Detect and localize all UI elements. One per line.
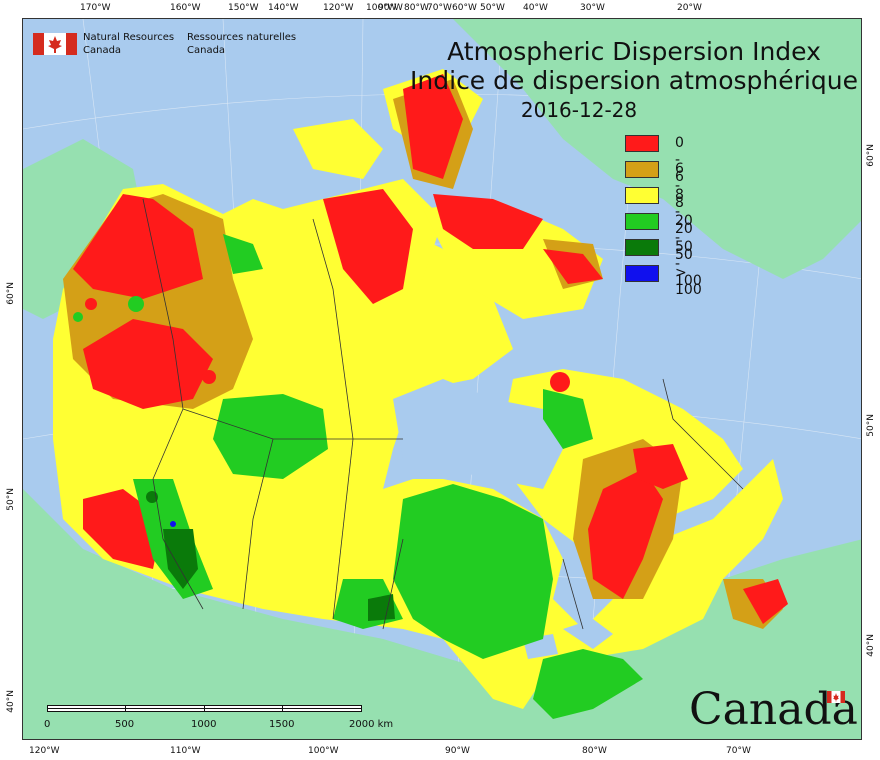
scale-label: 2000 km bbox=[349, 719, 394, 730]
legend-swatch bbox=[625, 265, 659, 282]
title-date: 2016-12-28 bbox=[520, 98, 638, 122]
top-tick: 60°W bbox=[452, 3, 477, 13]
alaska-landmass bbox=[23, 139, 143, 319]
top-tick: 140°W bbox=[268, 3, 299, 13]
wordmark-flag-icon bbox=[827, 691, 845, 703]
zone-50-100 bbox=[146, 491, 158, 503]
zone-0-6 bbox=[403, 74, 463, 179]
provincial-borders bbox=[142, 198, 744, 630]
zone-20-50 bbox=[393, 484, 553, 659]
scale-label: 1000 bbox=[191, 719, 217, 730]
bottom-tick: 100°W bbox=[308, 746, 339, 756]
top-tick: 90°W bbox=[378, 3, 403, 13]
top-tick: 160°W bbox=[170, 3, 201, 13]
legend-swatch bbox=[625, 187, 659, 204]
zone-0-6 bbox=[543, 249, 603, 284]
dispersion-map bbox=[23, 19, 861, 739]
zone-50-100 bbox=[368, 594, 395, 621]
bottom-tick: 70°W bbox=[726, 746, 751, 756]
legend-swatch bbox=[625, 239, 659, 256]
right-tick: 60°N bbox=[866, 144, 876, 167]
zone-0-6 bbox=[83, 319, 213, 409]
zone-20-50 bbox=[213, 394, 328, 479]
zone-0-6 bbox=[202, 370, 216, 384]
zone-20-50 bbox=[533, 649, 643, 719]
right-tick: 40°N bbox=[866, 634, 876, 657]
top-tick: 30°W bbox=[580, 3, 605, 13]
zone-0-6 bbox=[323, 189, 413, 304]
agency-name-french: Ressources naturelles Canada bbox=[187, 32, 297, 56]
left-tick: 40°N bbox=[6, 690, 16, 713]
zone-20-50 bbox=[73, 312, 83, 322]
scale-label: 1500 bbox=[269, 719, 295, 730]
bottom-tick: 110°W bbox=[170, 746, 201, 756]
title-french: Indice de dispersion atmosphérique bbox=[410, 66, 858, 95]
top-tick: 80°W bbox=[404, 3, 429, 13]
legend-swatch bbox=[625, 161, 659, 178]
zone-0-6 bbox=[550, 372, 570, 392]
zone-0-6 bbox=[85, 298, 97, 310]
scale-bar: 0 500 1000 1500 2000 km bbox=[44, 705, 393, 737]
top-tick: 40°W bbox=[523, 3, 548, 13]
bottom-tick: 120°W bbox=[29, 746, 60, 756]
hudson-bay bbox=[393, 379, 563, 489]
bottom-tick: 80°W bbox=[582, 746, 607, 756]
top-tick: 70°W bbox=[427, 3, 452, 13]
top-tick: 120°W bbox=[323, 3, 354, 13]
great-lake bbox=[563, 619, 613, 649]
title-english: Atmospheric Dispersion Index bbox=[447, 37, 821, 66]
top-tick: 50°W bbox=[480, 3, 505, 13]
map-canvas: Atmospheric Dispersion Index Indice de d… bbox=[22, 18, 862, 740]
arctic-island bbox=[293, 119, 383, 179]
legend-label: > 100 bbox=[675, 265, 702, 298]
zone-0-6 bbox=[588, 469, 663, 599]
legend-swatch bbox=[625, 213, 659, 230]
usa-landmass bbox=[23, 489, 861, 739]
scale-midline bbox=[47, 708, 362, 709]
top-tick: 170°W bbox=[80, 3, 111, 13]
zone-20-50 bbox=[128, 296, 144, 312]
left-tick: 50°N bbox=[6, 488, 16, 511]
left-tick: 60°N bbox=[6, 282, 16, 305]
scale-label: 500 bbox=[115, 719, 135, 730]
legend-label: 20 - 50 bbox=[675, 213, 693, 263]
zone-0-6 bbox=[73, 194, 203, 299]
agency-name-english: Natural Resources Canada bbox=[83, 32, 175, 56]
legend-label: 0 - 6 bbox=[675, 135, 684, 185]
zone-0-6 bbox=[633, 444, 688, 489]
zone-0-6 bbox=[433, 194, 543, 249]
legend-label: 6 - 8 bbox=[675, 161, 684, 211]
right-tick: 50°N bbox=[866, 414, 876, 437]
zone-20-50 bbox=[543, 389, 593, 449]
scale-label: 0 bbox=[44, 719, 51, 730]
legend-label: 50 - 100 bbox=[675, 239, 702, 289]
legend-swatch bbox=[625, 135, 659, 152]
zone-0-6 bbox=[743, 579, 788, 624]
top-tick: 100°W bbox=[366, 3, 397, 13]
zone-50-100 bbox=[163, 529, 198, 589]
top-tick: 20°W bbox=[677, 3, 702, 13]
top-tick: 150°W bbox=[228, 3, 259, 13]
zone-20-50 bbox=[223, 234, 263, 274]
map-title: Atmospheric Dispersion Index Indice de d… bbox=[399, 37, 861, 125]
canada-flag-icon bbox=[33, 33, 77, 55]
legend-label: 8 - 20 bbox=[675, 187, 693, 237]
bottom-tick: 90°W bbox=[445, 746, 470, 756]
zone-over-100 bbox=[170, 521, 176, 527]
